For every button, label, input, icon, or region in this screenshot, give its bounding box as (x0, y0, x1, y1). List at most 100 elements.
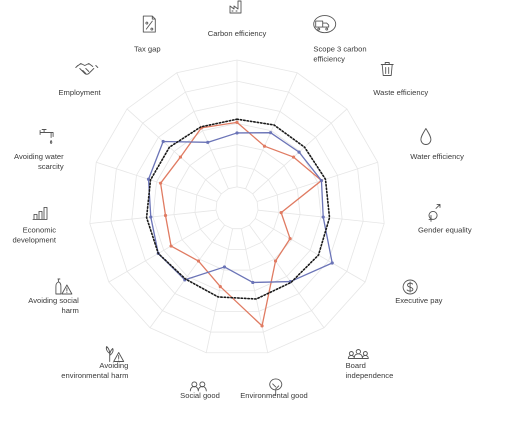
axis-label-line: Avoiding social (28, 296, 79, 305)
bar-growth-icon (32, 206, 48, 220)
handshake-icon (75, 63, 99, 75)
series-point (218, 284, 222, 289)
series-point (288, 237, 292, 241)
series-point (146, 177, 151, 181)
water-drop-icon-glyph (420, 128, 432, 145)
axis-label-line: environmental harm (61, 371, 128, 380)
series-point (251, 280, 255, 285)
percent-doc-icon (142, 15, 156, 33)
handshake-icon-glyph (75, 63, 99, 75)
tree-icon-glyph (269, 378, 283, 396)
axis-label: Avoiding environmental harm (61, 361, 128, 380)
factory-icon-glyph (229, 0, 242, 14)
grid-ring (131, 101, 343, 312)
grid-spoke (249, 224, 325, 328)
axis-label-line: Scope 3 carbon (313, 44, 366, 53)
series-line (145, 118, 331, 300)
series-point (206, 140, 210, 144)
percent-doc-icon-glyph (142, 15, 156, 33)
axis-label-line: Economic (23, 226, 57, 235)
grid-spoke (149, 224, 225, 328)
dollar-coin-icon (402, 279, 418, 295)
axis-label: Scope 3 carbon efficiency (313, 44, 366, 63)
axis-label-line: Employment (58, 88, 101, 97)
axis-label-line: Social good (180, 391, 220, 400)
grid-spoke (256, 161, 378, 202)
axis-label: Waste efficiency (373, 88, 428, 97)
grid-ring (152, 123, 322, 292)
radar-grid (89, 59, 385, 354)
grid-ring (194, 165, 280, 250)
grid-ring (215, 186, 259, 230)
water-drop-icon (420, 128, 432, 145)
series-point (291, 155, 296, 159)
series-line (159, 121, 323, 327)
axis-label: Environmental good (240, 391, 308, 400)
axis-label-line: scarcity (38, 162, 64, 171)
grid-spoke (96, 161, 218, 202)
series-point (222, 265, 227, 269)
series-point (169, 244, 173, 248)
axis-label-line: independence (346, 371, 394, 380)
axis-label-line: development (13, 236, 57, 245)
grid-ring (110, 80, 364, 333)
tree-icon (269, 378, 283, 396)
plant-warning-icon (105, 346, 125, 362)
dollar-coin-icon-glyph (402, 279, 418, 295)
axis-label-line: Executive pay (395, 296, 442, 305)
truck-cloud-icon-glyph (313, 15, 337, 34)
grid-ring (173, 144, 301, 271)
gender-symbol-icon (428, 203, 441, 222)
axis-label: Tax gap (134, 44, 161, 53)
people-group-icon-glyph (347, 349, 369, 359)
series-point (235, 131, 239, 135)
grid-spoke (176, 72, 229, 189)
people-pair-icon (189, 381, 207, 392)
bottle-warning-icon-glyph (55, 278, 73, 295)
axis-label: Carbon efficiency (208, 29, 267, 38)
axis-label-line: Tax gap (134, 44, 161, 53)
axis-label: Avoiding social harm (28, 296, 79, 315)
series-point (161, 139, 165, 144)
series-line (147, 132, 333, 284)
axis-label: Economic development (13, 226, 57, 245)
truck-cloud-icon (313, 15, 337, 34)
series-point (279, 211, 283, 215)
axis-label-line: Waste efficiency (373, 88, 428, 97)
axis-label-line: Carbon efficiency (208, 29, 267, 38)
axis-label: Gender equality (418, 226, 472, 235)
series-point (260, 324, 264, 328)
series-point (163, 213, 168, 218)
grid-spoke (255, 218, 366, 283)
trash-bin-icon (380, 62, 394, 76)
axis-label-line: Avoiding water (14, 152, 64, 161)
grid-spoke (108, 218, 219, 283)
axis-label: Social good (180, 391, 220, 400)
axis-label-line: efficiency (313, 54, 345, 63)
series-point (158, 181, 163, 185)
axis-label-line: harm (61, 306, 78, 315)
bottle-warning-icon (55, 278, 73, 295)
axis-label-line: Board (346, 361, 366, 370)
axis-label: Employment (58, 88, 101, 97)
grid-spoke (126, 108, 222, 195)
axis-label: Board independence (346, 361, 394, 380)
factory-icon (229, 0, 242, 14)
series-point (273, 259, 278, 263)
series-point (235, 120, 239, 124)
series-point (321, 215, 325, 219)
trash-bin-icon-glyph (380, 62, 394, 76)
series-point (178, 155, 183, 159)
axis-icons (32, 0, 441, 396)
grid-spoke (89, 209, 217, 224)
axis-label: Water efficiency (410, 152, 464, 161)
axis-label-line: Environmental good (240, 391, 308, 400)
axis-label-line: Avoiding (99, 361, 128, 370)
gender-symbol-icon-glyph (428, 203, 441, 222)
grid-spoke (245, 72, 298, 189)
radar-series (145, 118, 334, 328)
people-group-icon (347, 349, 369, 359)
series-point (319, 178, 324, 183)
people-pair-icon-glyph (189, 381, 207, 392)
